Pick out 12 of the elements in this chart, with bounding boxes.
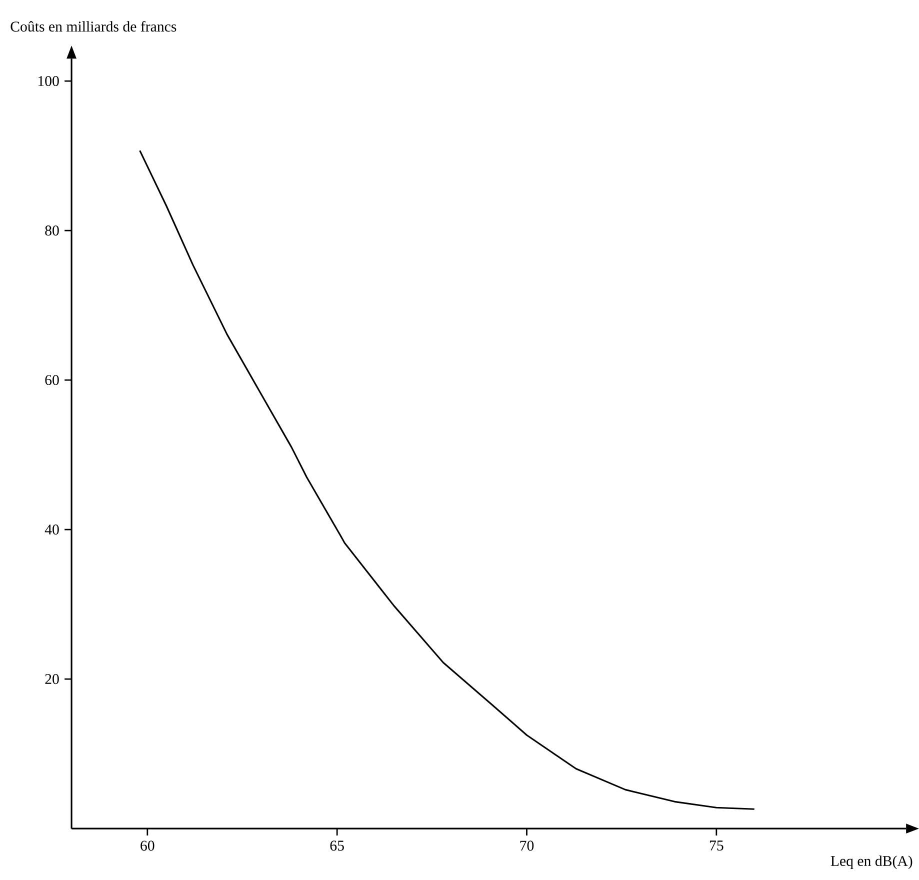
y-tick-label: 80 — [45, 225, 59, 236]
x-tick-label: 65 — [330, 840, 344, 851]
x-axis-title: Leq en dB(A) — [830, 855, 912, 869]
x-tick-label: 60 — [140, 840, 154, 851]
y-tick-label: 100 — [38, 76, 59, 86]
line-series — [139, 150, 756, 810]
y-axis-title: Coûts en milliards de francs — [10, 20, 176, 32]
y-tick-label: 60 — [45, 374, 59, 385]
x-tick-label: 70 — [520, 840, 534, 851]
y-tick-label: 40 — [44, 524, 59, 534]
x-tick-label: 75 — [710, 840, 724, 850]
y-tick-label: 20 — [45, 674, 59, 684]
